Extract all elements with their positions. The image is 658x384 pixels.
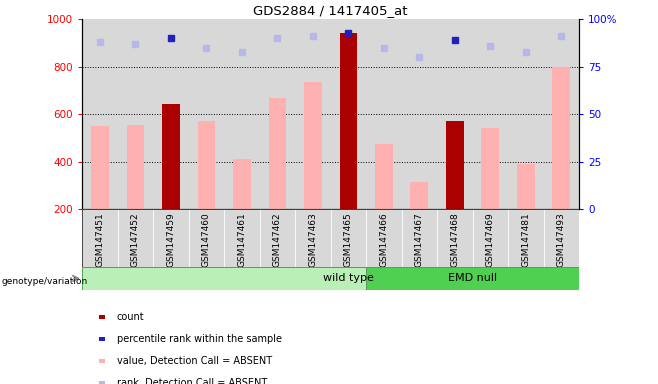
Text: EMD null: EMD null	[448, 273, 497, 283]
Title: GDS2884 / 1417405_at: GDS2884 / 1417405_at	[253, 3, 408, 17]
Bar	[260, 209, 295, 267]
Bar	[82, 267, 366, 290]
Text: GSM147461: GSM147461	[238, 212, 247, 267]
Bar	[304, 82, 322, 209]
Bar	[553, 67, 570, 209]
Bar	[82, 209, 118, 267]
Text: GSM147451: GSM147451	[95, 212, 105, 267]
Bar	[91, 126, 109, 209]
Bar	[295, 209, 330, 267]
Bar	[99, 338, 105, 341]
Bar	[411, 182, 428, 209]
Bar	[153, 209, 189, 267]
Bar	[99, 315, 105, 319]
Bar	[189, 209, 224, 267]
Text: wild type: wild type	[323, 273, 374, 283]
Text: GSM147467: GSM147467	[415, 212, 424, 267]
Bar	[437, 209, 472, 267]
Bar	[366, 209, 401, 267]
Text: GSM147463: GSM147463	[309, 212, 317, 267]
Text: GSM147466: GSM147466	[380, 212, 388, 267]
Bar	[268, 98, 286, 209]
Bar	[118, 209, 153, 267]
Text: percentile rank within the sample: percentile rank within the sample	[117, 334, 282, 344]
Text: GSM147460: GSM147460	[202, 212, 211, 267]
Bar	[233, 159, 251, 209]
Bar	[401, 209, 437, 267]
Text: genotype/variation: genotype/variation	[1, 276, 88, 286]
Text: GSM147452: GSM147452	[131, 212, 140, 267]
Bar	[99, 381, 105, 384]
Text: GSM147459: GSM147459	[166, 212, 176, 267]
Bar	[366, 267, 579, 290]
Bar	[126, 126, 144, 209]
Bar	[330, 209, 366, 267]
Bar	[446, 121, 464, 209]
Text: GSM147493: GSM147493	[557, 212, 566, 267]
Bar	[224, 209, 260, 267]
Text: value, Detection Call = ABSENT: value, Detection Call = ABSENT	[117, 356, 272, 366]
Bar	[99, 359, 105, 363]
Bar	[544, 209, 579, 267]
Bar	[197, 121, 215, 209]
Text: GSM147465: GSM147465	[344, 212, 353, 267]
Text: count: count	[117, 313, 145, 323]
Text: rank, Detection Call = ABSENT: rank, Detection Call = ABSENT	[117, 378, 267, 384]
Bar	[508, 209, 544, 267]
Bar	[375, 144, 393, 209]
Text: GSM147469: GSM147469	[486, 212, 495, 267]
Bar	[517, 164, 535, 209]
Text: GSM147468: GSM147468	[450, 212, 459, 267]
Text: GSM147462: GSM147462	[273, 212, 282, 267]
Bar	[472, 209, 508, 267]
Bar	[340, 33, 357, 209]
Bar	[162, 104, 180, 209]
Bar	[482, 129, 499, 209]
Text: GSM147481: GSM147481	[521, 212, 530, 267]
